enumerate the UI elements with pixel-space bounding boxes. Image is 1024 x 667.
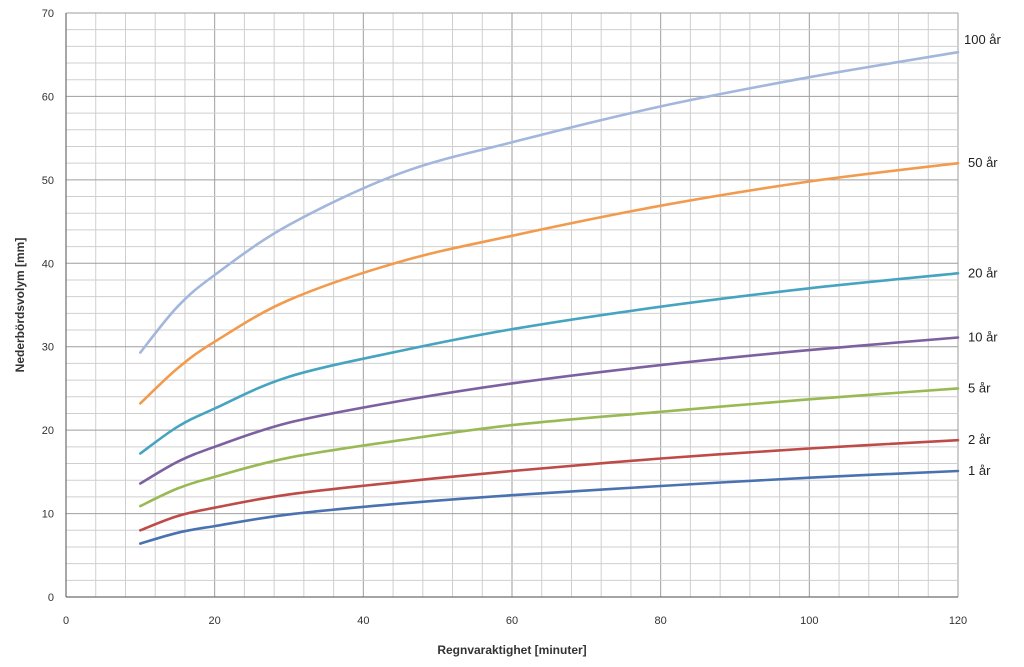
x-axis-title: Regnvaraktighet [minuter] (437, 643, 586, 657)
x-tick-label: 0 (63, 615, 69, 627)
y-tick-label: 50 (42, 175, 54, 187)
x-tick-label: 20 (209, 615, 221, 627)
series-label-20-ar: 20 år (968, 265, 998, 280)
series-line-2-ar (139, 438, 960, 532)
y-tick-label: 30 (42, 342, 54, 354)
y-tick-label: 70 (42, 8, 54, 20)
y-tick-label: 20 (42, 425, 54, 437)
series-labels: 1 år 2 år 5 år 10 år 20 år 50 år 100 år (964, 32, 1002, 478)
y-axis-title: Nederbördsvolym [mm] (13, 238, 27, 373)
y-tick-label: 10 (42, 509, 54, 521)
x-tick-label: 120 (949, 615, 967, 627)
x-axis-tick-labels: 0 20 40 60 80 100 120 (63, 615, 967, 627)
y-tick-label: 40 (42, 258, 54, 270)
series-label-100-ar: 100 år (964, 32, 1002, 47)
series-label-5-ar: 5 år (968, 380, 991, 395)
axes (65, 13, 958, 598)
series-label-2-ar: 2 år (968, 432, 991, 447)
x-tick-label: 40 (357, 615, 369, 627)
series-line-10-ar (139, 336, 960, 485)
series-line-1-ar (139, 469, 960, 545)
series-label-1-ar: 1 år (968, 463, 991, 478)
series-lines (139, 50, 960, 545)
series-line-50-ar (139, 161, 960, 405)
series-line-100-ar (139, 50, 960, 354)
y-tick-label: 60 (42, 91, 54, 103)
series-label-10-ar: 10 år (968, 330, 998, 345)
x-tick-label: 60 (506, 615, 518, 627)
x-tick-label: 100 (800, 615, 818, 627)
y-axis-tick-labels: 0 10 20 30 40 50 60 70 (42, 8, 54, 604)
series-line-5-ar (139, 387, 960, 508)
series-label-50-ar: 50 år (968, 155, 998, 170)
y-tick-label: 0 (48, 592, 54, 604)
x-tick-label: 80 (655, 615, 667, 627)
series-line-20-ar (139, 272, 960, 455)
